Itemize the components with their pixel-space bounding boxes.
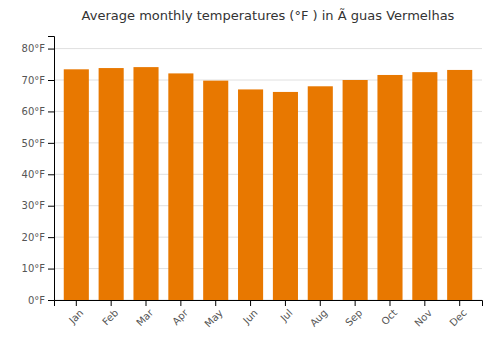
y-tick-mark bbox=[48, 80, 54, 81]
x-tick: Apr bbox=[170, 300, 191, 327]
y-tick-mark bbox=[48, 269, 54, 270]
y-tick-mark bbox=[48, 111, 54, 112]
y-tick: 50°F bbox=[22, 138, 54, 149]
y-tick-label: 10°F bbox=[22, 263, 46, 274]
bar bbox=[203, 81, 228, 300]
y-tick-label: 50°F bbox=[22, 138, 46, 149]
y-tick-label: 70°F bbox=[22, 75, 46, 86]
x-tick-label: Apr bbox=[170, 306, 191, 327]
x-tick-label: May bbox=[203, 307, 225, 329]
x-tick-mark bbox=[320, 300, 321, 306]
bar bbox=[343, 80, 368, 300]
y-tick-mark bbox=[48, 143, 54, 144]
x-tick-label: Mar bbox=[134, 306, 156, 328]
grid bbox=[54, 49, 482, 300]
bar bbox=[412, 72, 437, 300]
y-tick-label: 30°F bbox=[22, 200, 46, 211]
y-tick-mark bbox=[48, 300, 54, 301]
x-tick: Jun bbox=[240, 300, 260, 327]
x-tick-label: Jan bbox=[66, 307, 85, 326]
x-tick-mark bbox=[250, 300, 251, 306]
y-axis-line bbox=[48, 37, 55, 301]
y-tick-label: 40°F bbox=[22, 169, 46, 180]
x-tick-mark bbox=[146, 300, 147, 306]
x-tick-label: Jun bbox=[240, 307, 260, 327]
y-tick-label: 60°F bbox=[22, 106, 46, 117]
x-tick-label: Nov bbox=[412, 307, 434, 329]
x-tick-label: Dec bbox=[447, 307, 468, 328]
x-tick-mark bbox=[389, 300, 390, 306]
x-tick: Nov bbox=[412, 300, 434, 329]
x-tick-mark bbox=[180, 300, 181, 306]
y-tick: 60°F bbox=[22, 106, 54, 117]
y-tick: 40°F bbox=[22, 169, 54, 180]
x-tick-label: Oct bbox=[379, 307, 399, 327]
x-tick: Sep bbox=[343, 300, 364, 328]
bar bbox=[64, 69, 89, 300]
y-tick: 30°F bbox=[22, 200, 54, 211]
x-tick-mark bbox=[111, 300, 112, 306]
y-tick-label: 0°F bbox=[28, 295, 45, 306]
chart-svg: Average monthly temperatures (°F ) in Ã … bbox=[0, 0, 500, 350]
x-tick-label: Jul bbox=[278, 307, 295, 324]
x-tick-mark bbox=[424, 300, 425, 306]
x-tick: Feb bbox=[100, 300, 120, 327]
y-tick: 70°F bbox=[22, 75, 54, 86]
y-tick-label: 80°F bbox=[22, 43, 46, 54]
y-tick-mark bbox=[48, 174, 54, 175]
x-axis-line bbox=[55, 301, 483, 307]
bar bbox=[133, 67, 158, 300]
plot-area: 0°F 10°F 20°F 30°F 40°F 50°F 60°F 70°F 80°F Jan Fe… bbox=[22, 37, 483, 330]
y-tick-mark bbox=[48, 206, 54, 207]
y-tick: 20°F bbox=[22, 232, 54, 243]
x-tick: Dec bbox=[447, 300, 468, 329]
x-tick: Mar bbox=[134, 300, 156, 328]
x-tick-mark bbox=[285, 300, 286, 306]
y-tick: 0°F bbox=[28, 295, 54, 306]
bar bbox=[377, 75, 402, 300]
x-axis: Jan Feb Mar Apr May Jun Jul Aug Sep Oct Nov Dec bbox=[55, 300, 483, 329]
y-tick: 80°F bbox=[22, 43, 54, 54]
y-tick-mark bbox=[48, 49, 54, 50]
bar bbox=[308, 86, 333, 300]
y-tick: 10°F bbox=[22, 263, 54, 274]
bar bbox=[273, 92, 298, 300]
x-tick-label: Aug bbox=[308, 307, 330, 329]
x-tick: Jul bbox=[278, 300, 295, 324]
x-tick-mark bbox=[215, 300, 216, 306]
bar bbox=[99, 68, 124, 300]
y-axis: 0°F 10°F 20°F 30°F 40°F 50°F 60°F 70°F 80°F bbox=[22, 37, 55, 306]
chart-title: Average monthly temperatures (°F ) in Ã … bbox=[82, 8, 455, 23]
x-tick: Oct bbox=[379, 300, 399, 327]
x-tick-mark bbox=[459, 300, 460, 306]
x-tick: May bbox=[203, 300, 225, 329]
x-tick-label: Sep bbox=[343, 307, 364, 328]
x-tick-label: Feb bbox=[100, 307, 120, 327]
y-tick-label: 20°F bbox=[22, 232, 46, 243]
bar bbox=[168, 73, 193, 300]
bar bbox=[238, 89, 263, 300]
grid-line bbox=[54, 48, 482, 49]
x-tick-mark bbox=[355, 300, 356, 306]
bars bbox=[64, 67, 472, 300]
x-tick: Aug bbox=[308, 300, 330, 329]
x-tick-mark bbox=[76, 300, 77, 306]
chart-container: Average monthly temperatures (°F ) in Ã … bbox=[0, 0, 500, 350]
x-tick: Jan bbox=[66, 300, 85, 326]
y-tick-mark bbox=[48, 237, 54, 238]
bar bbox=[447, 70, 472, 300]
